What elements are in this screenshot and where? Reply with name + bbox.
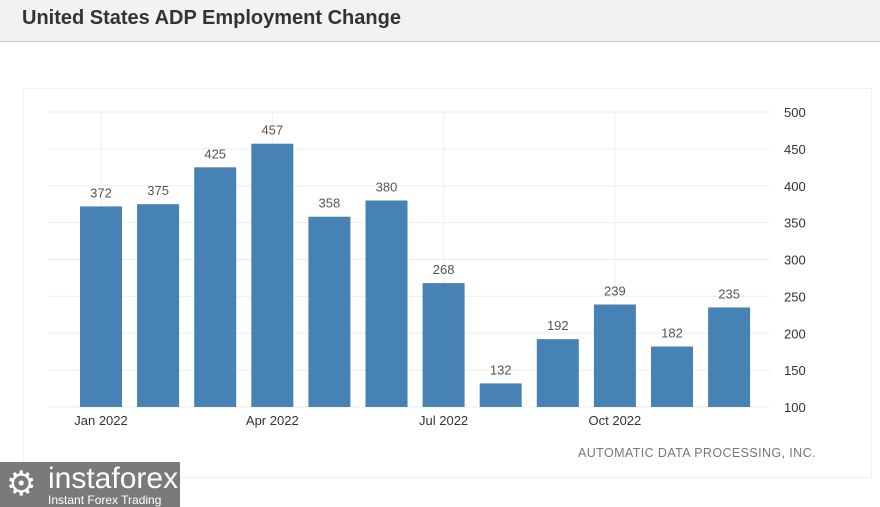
bar-may-2022	[308, 216, 351, 407]
header: United States ADP Employment Change	[0, 0, 880, 42]
bar-sep-2022	[536, 339, 579, 407]
data-label: 132	[490, 362, 512, 377]
data-label: 239	[604, 283, 626, 298]
y-tick-label: 100	[784, 400, 806, 415]
page-title: United States ADP Employment Change	[22, 7, 401, 29]
y-tick-label: 150	[784, 363, 806, 378]
bar-jul-2022	[422, 283, 465, 407]
bar-mar-2022	[194, 167, 237, 407]
y-tick-label: 450	[784, 142, 806, 157]
y-tick-label: 300	[784, 253, 806, 268]
bar-nov-2022	[651, 346, 693, 407]
y-tick-label: 200	[784, 326, 806, 341]
data-label: 380	[376, 180, 398, 195]
x-tick-label: Apr 2022	[246, 413, 299, 428]
bar-oct-2022	[593, 304, 636, 407]
data-label: 192	[547, 318, 569, 333]
data-label: 268	[433, 262, 455, 277]
x-tick-label: Jul 2022	[419, 413, 468, 428]
x-tick-label: Jan 2022	[74, 413, 128, 428]
logo-name: instaforex	[48, 462, 179, 495]
chart-panel	[23, 88, 872, 478]
x-tick-label: Oct 2022	[589, 413, 642, 428]
y-tick-label: 500	[784, 105, 806, 120]
bar-jun-2022	[365, 200, 408, 407]
bar-jan-2022	[80, 206, 122, 407]
data-label: 372	[90, 185, 112, 200]
source-label: AUTOMATIC DATA PROCESSING, INC.	[578, 446, 816, 460]
data-label: 235	[718, 286, 740, 301]
y-tick-label: 250	[784, 289, 806, 304]
data-label: 457	[261, 123, 283, 138]
gear-icon: ⚙	[6, 465, 37, 503]
data-label: 425	[204, 146, 226, 161]
y-tick-label: 400	[784, 179, 806, 194]
data-label: 375	[147, 183, 169, 198]
data-label: 182	[661, 326, 683, 341]
y-tick-label: 350	[784, 216, 806, 231]
bar-feb-2022	[137, 204, 180, 407]
data-label: 358	[319, 196, 341, 211]
bar-dec-2022	[708, 307, 751, 407]
instaforex-logo: ⚙ instaforex Instant Forex Trading	[0, 462, 180, 507]
bar-aug-2022	[479, 383, 522, 407]
bar-apr-2022	[251, 143, 294, 407]
logo-tagline: Instant Forex Trading	[48, 493, 162, 507]
